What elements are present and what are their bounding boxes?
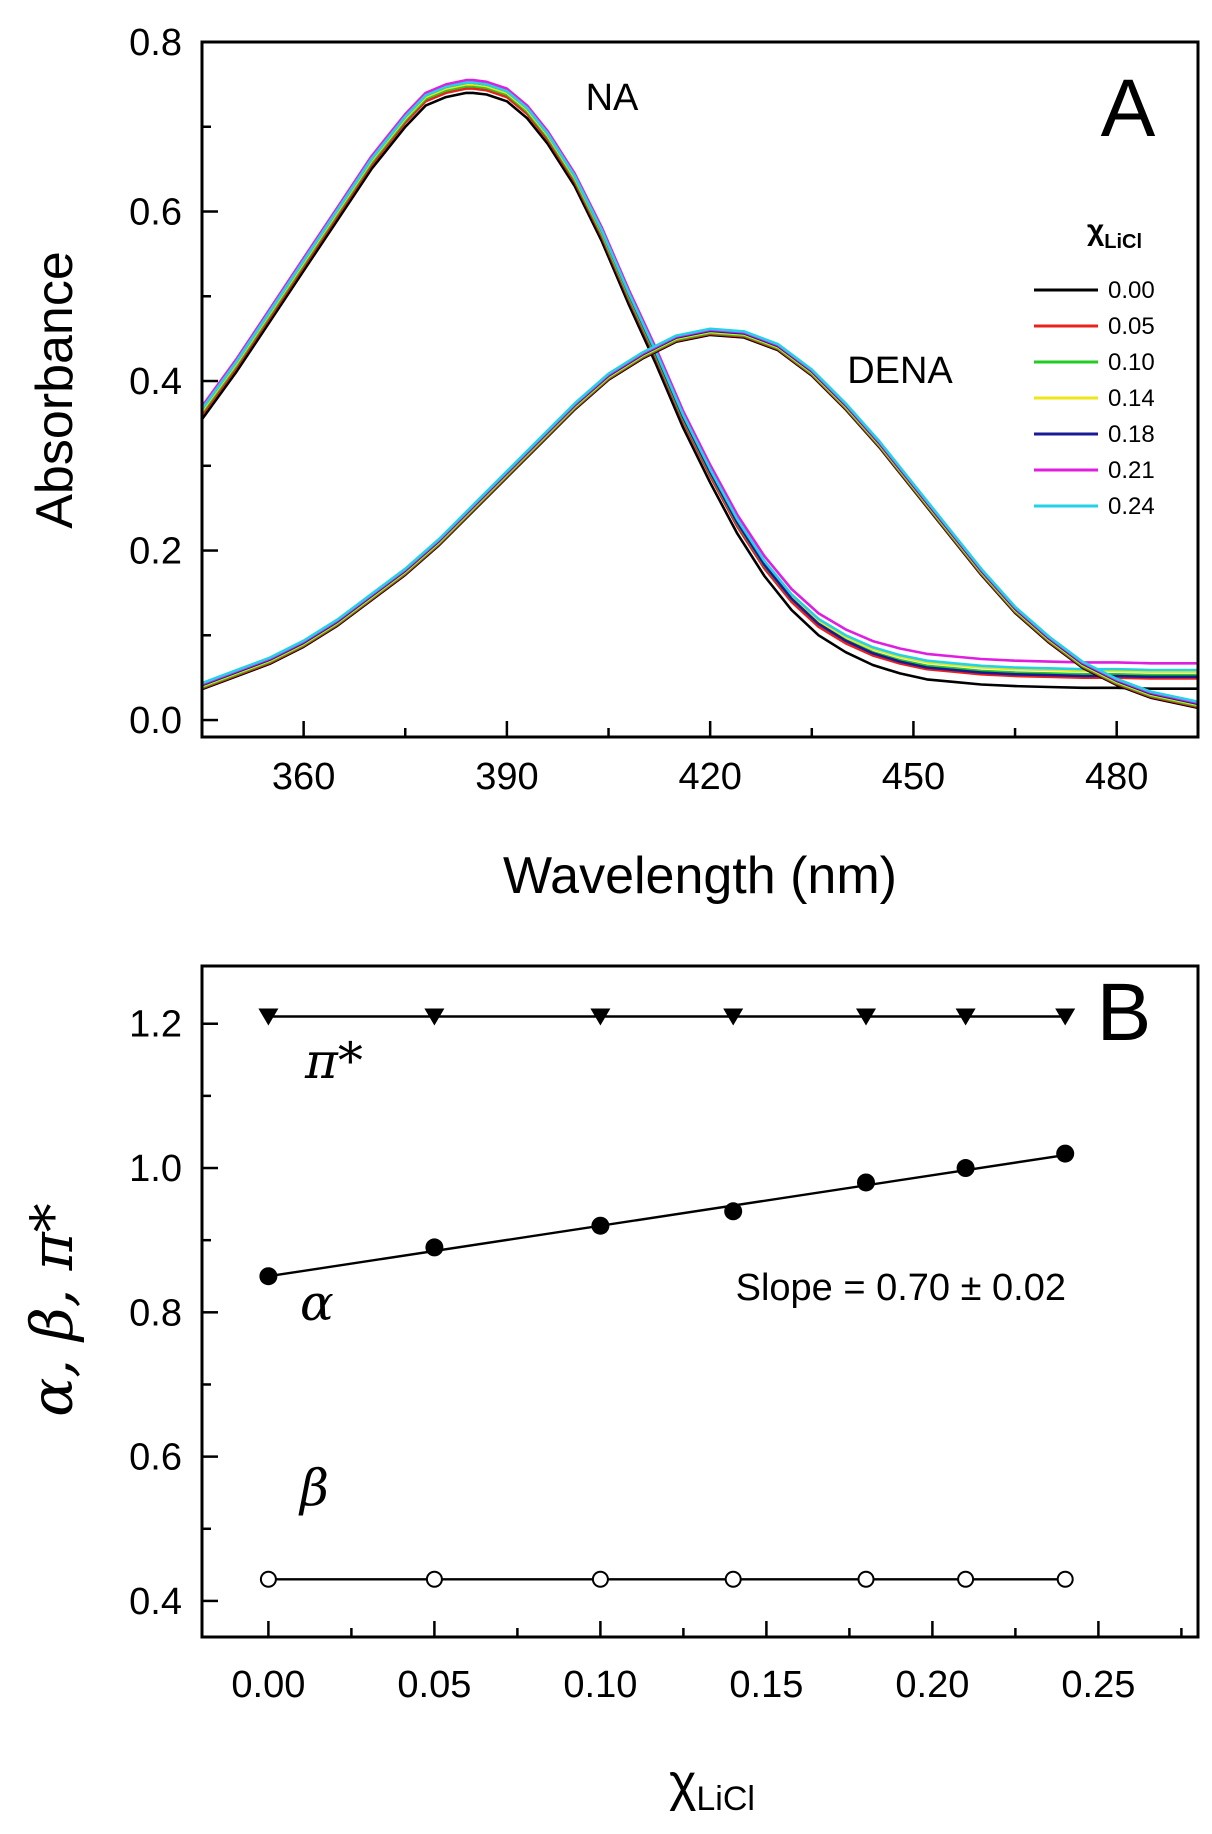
legend-label: 0.10 (1108, 349, 1155, 376)
point-pi-star (955, 1008, 976, 1026)
point-alpha (259, 1267, 278, 1286)
panel-b-x-tick-label: 0.25 (1061, 1664, 1135, 1706)
na-spectrum-0.05 (202, 87, 1198, 680)
x-axis-title-symbol: χ (669, 1754, 696, 1812)
point-alpha (591, 1216, 610, 1235)
x-axis-title-subscript: LiCl (696, 1780, 755, 1818)
panel-a-x-tick-label: 450 (882, 756, 945, 798)
panel-b-x-tick-label: 0.10 (563, 1664, 637, 1706)
panel-a-x-tick-label: 390 (475, 756, 538, 798)
dena-spectrum-0.18 (202, 329, 1198, 706)
legend-title: χLiCl (1087, 214, 1142, 253)
dena-spectrum-0.05 (202, 332, 1198, 709)
point-beta (259, 1570, 277, 1588)
point-alpha (857, 1173, 875, 1192)
panel-a-y-tick-label: 0.6 (129, 192, 182, 234)
panel-b-letter: B (1097, 967, 1152, 1058)
panel-b: 0.00 0.05 0.10 0.15 0.20 0.250.40.60.81.01.2 … (18, 964, 1200, 1818)
na-spectrum-0.18 (202, 81, 1198, 679)
na-spectrum-0.14 (202, 83, 1198, 674)
fit-line-1 (268, 1153, 1066, 1278)
panel-a: 360 390 420 450 480 0.0 0.2 0.4 0.6 0.8 A NA DENA… (26, 22, 1200, 905)
na-spectrum-0.21 (202, 78, 1198, 665)
panel-a-y-axis-title: Absorbance (26, 251, 84, 529)
panel-b-y-tick-label: 1.2 (129, 1004, 182, 1046)
dena-spectrum-0.21 (202, 328, 1198, 705)
na-spectrum-0.00 (202, 91, 1198, 691)
na-label: NA (586, 77, 639, 119)
panel-b-y-axis-title: α, β, π* (18, 1203, 86, 1417)
panel-a-legend: χLiCl 0.00 0.05 0.10 0.14 0.18 0.21 0.24 (1034, 214, 1155, 520)
legend-title-subscript: LiCl (1104, 231, 1142, 253)
point-alpha (1056, 1144, 1075, 1163)
point-alpha (425, 1238, 444, 1257)
panel-a-y-tick-label: 0.8 (129, 22, 182, 64)
panel-b-points (258, 1008, 1076, 1588)
panel-a-curves (202, 78, 1198, 710)
panel-b-y-tick-label: 0.4 (129, 1581, 182, 1623)
point-beta (724, 1570, 742, 1588)
pi-star-label: π* (304, 1032, 363, 1090)
point-alpha (956, 1159, 975, 1178)
panel-b-x-tick-label: 0.00 (231, 1664, 305, 1706)
dena-spectrum-0.10 (202, 331, 1198, 708)
legend-label: 0.21 (1108, 457, 1155, 484)
legend-label: 0.05 (1108, 313, 1155, 340)
panel-b-x-axis-title: χLiCl (669, 1754, 755, 1818)
panel-b-ticks: 0.00 0.05 0.10 0.15 0.20 0.25 0.4 0.6 0.8 1.0 1.2 (129, 1004, 1183, 1706)
na-spectrum-0.24 (202, 81, 1198, 672)
dena-spectrum-0.14 (202, 330, 1198, 707)
panel-a-ticks: 360 390 420 450 480 0.0 0.2 0.4 0.6 0.8 (129, 22, 1148, 798)
panel-b-x-tick-label: 0.15 (729, 1664, 803, 1706)
point-pi-star (590, 1008, 611, 1026)
legend-label: 0.14 (1108, 385, 1155, 412)
point-pi-star (1055, 1008, 1076, 1026)
legend-title-symbol: χ (1087, 214, 1105, 247)
point-pi-star (723, 1008, 744, 1026)
beta-label: β (298, 1459, 329, 1517)
panel-a-frame (200, 40, 1200, 739)
panel-b-y-tick-label: 1.0 (129, 1148, 182, 1190)
panel-b-x-tick-label: 0.05 (397, 1664, 471, 1706)
panel-b-fit-lines (268, 1015, 1066, 1581)
panel-a-y-tick-label: 0.0 (129, 700, 182, 742)
point-beta (857, 1570, 875, 1588)
panel-a-letter: A (1101, 63, 1156, 154)
panel-a-y-tick-label: 0.2 (129, 531, 182, 573)
na-spectrum-0.10 (202, 84, 1198, 677)
legend-label: 0.18 (1108, 421, 1155, 448)
point-beta (1056, 1570, 1074, 1588)
point-beta (425, 1570, 443, 1588)
panel-a-x-axis-title: Wavelength (nm) (503, 847, 897, 905)
panel-b-y-tick-label: 0.8 (129, 1292, 182, 1334)
panel-a-x-tick-label: 420 (678, 756, 741, 798)
point-pi-star (424, 1008, 445, 1026)
panel-b-frame (200, 964, 1200, 1639)
legend-label: 0.24 (1108, 493, 1155, 520)
point-alpha (724, 1202, 743, 1221)
panel-a-x-tick-label: 480 (1085, 756, 1148, 798)
point-beta (591, 1570, 609, 1588)
dena-spectrum-0.00 (202, 333, 1198, 710)
dena-label: DENA (847, 350, 953, 392)
point-beta (957, 1570, 975, 1588)
legend-label: 0.00 (1108, 277, 1155, 304)
panel-a-x-tick-label: 360 (272, 756, 335, 798)
slope-annotation: Slope = 0.70 ± 0.02 (736, 1267, 1066, 1309)
alpha-label: α (300, 1274, 334, 1332)
dena-spectrum-0.24 (202, 327, 1198, 703)
point-pi-star (258, 1008, 279, 1026)
panel-b-x-tick-label: 0.20 (895, 1664, 969, 1706)
panel-a-y-tick-label: 0.4 (129, 361, 182, 403)
point-pi-star (856, 1008, 876, 1026)
panel-b-y-tick-label: 0.6 (129, 1437, 182, 1479)
